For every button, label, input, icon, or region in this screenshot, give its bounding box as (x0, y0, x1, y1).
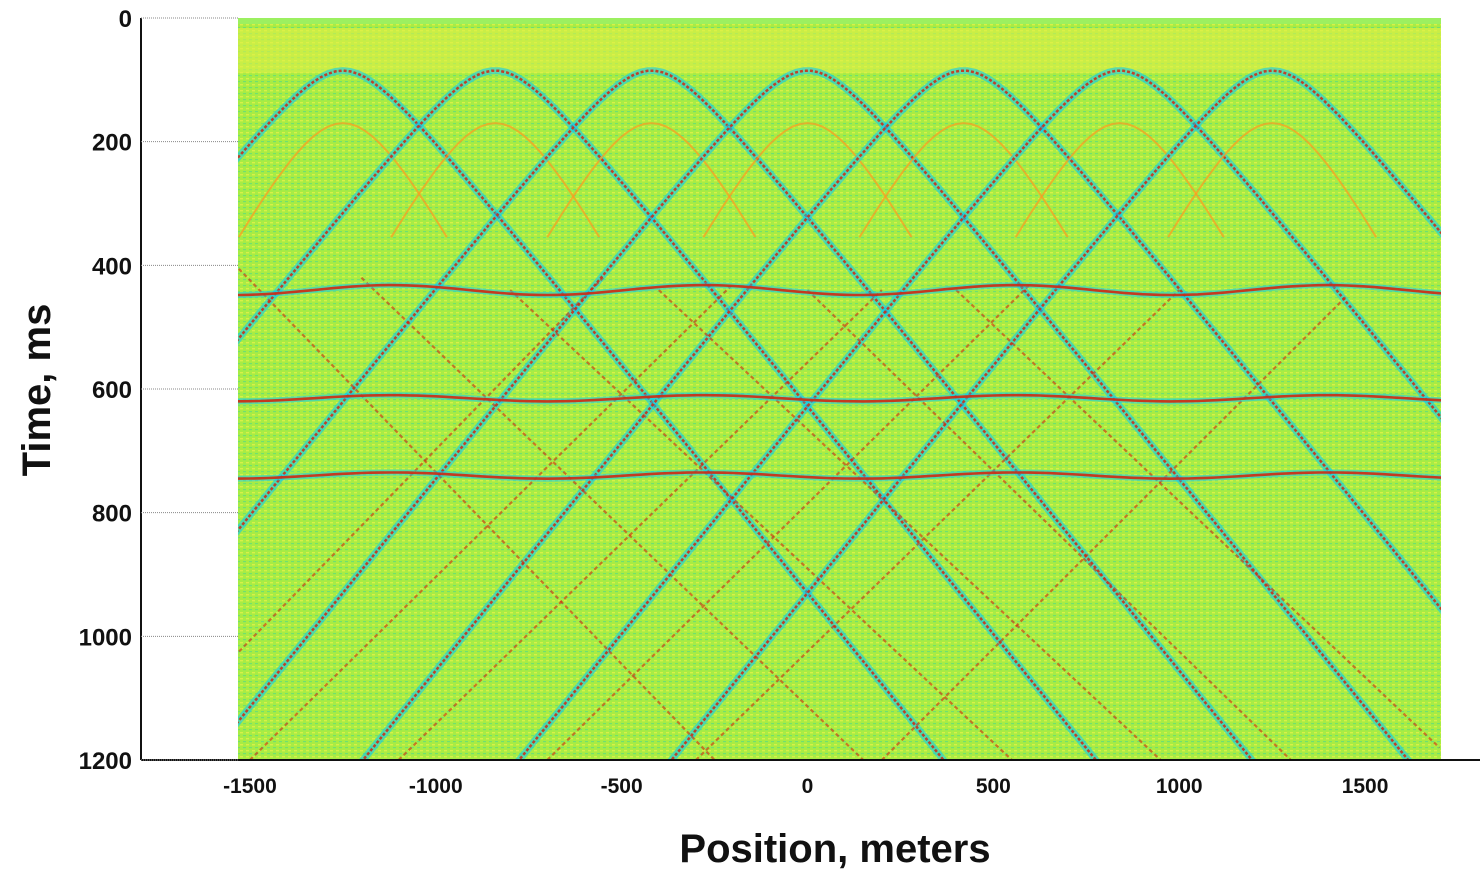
y-tick-label: 600 (92, 377, 132, 404)
linear-event (881, 295, 1348, 760)
x-tick-label: 1000 (1156, 775, 1203, 798)
top-band (238, 28, 1441, 73)
reflector-event (238, 469, 1441, 482)
secondary-arc (1014, 122, 1225, 238)
secondary-arc (546, 122, 757, 238)
direct-wave-event (238, 67, 1101, 760)
linear-event (658, 289, 1162, 760)
secondary-arc (858, 122, 1069, 238)
linear-event (397, 289, 883, 760)
x-tick-label: 500 (976, 775, 1011, 798)
direct-wave-event (238, 67, 1257, 760)
linear-event (806, 289, 1292, 760)
top-stripe (238, 18, 1441, 24)
x-tick-label: 1500 (1342, 775, 1389, 798)
secondary-arc (1167, 122, 1378, 238)
direct-wave-event (358, 67, 1441, 760)
linear-event (249, 283, 734, 760)
linear-event (955, 289, 1441, 749)
direct-wave-event (238, 67, 1413, 760)
x-axis-title: Position, meters (679, 827, 990, 871)
y-tick-label: 800 (92, 501, 132, 528)
y-tick-label: 0 (119, 6, 132, 33)
linear-event (695, 289, 1180, 760)
y-tick-label: 1000 (79, 624, 132, 651)
y-tick-label: 1200 (79, 748, 132, 775)
y-tick-label: 400 (92, 253, 132, 280)
linear-event (546, 283, 1032, 760)
y-tick-label: 200 (92, 130, 132, 157)
direct-wave-event (238, 67, 948, 760)
direct-wave-event (514, 67, 1441, 760)
x-tick-label: -500 (601, 775, 643, 798)
x-tick-label: 0 (802, 775, 814, 798)
linear-event (509, 289, 1013, 760)
reflector-event (238, 392, 1441, 405)
secondary-arc (238, 122, 448, 238)
reflector-event (238, 282, 1441, 299)
y-axis-title: Time, ms (15, 304, 59, 477)
secondary-arc (702, 122, 913, 238)
x-tick-label: -1000 (409, 775, 463, 798)
secondary-arc (390, 122, 601, 238)
x-tick-label: -1500 (223, 775, 277, 798)
